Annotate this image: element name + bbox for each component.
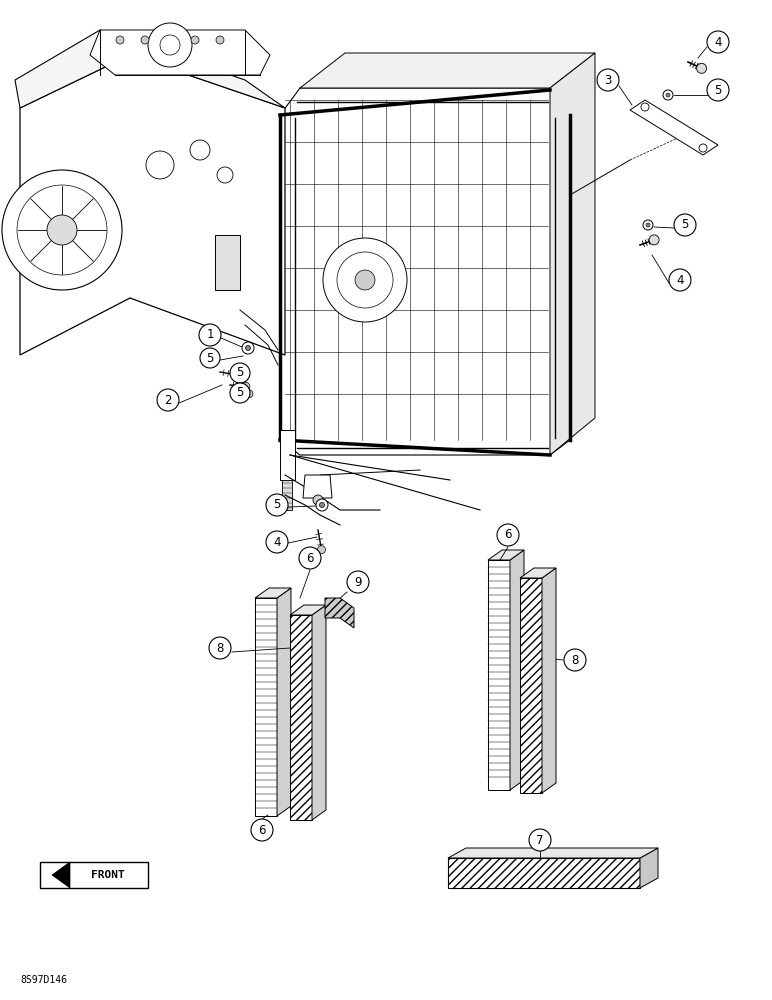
Polygon shape bbox=[282, 480, 292, 510]
Circle shape bbox=[157, 389, 179, 411]
Text: 5: 5 bbox=[682, 219, 689, 232]
Circle shape bbox=[47, 215, 77, 245]
Circle shape bbox=[266, 494, 288, 516]
Text: 4: 4 bbox=[273, 536, 281, 548]
Polygon shape bbox=[255, 588, 291, 598]
Text: 6: 6 bbox=[306, 552, 313, 564]
Polygon shape bbox=[280, 430, 295, 480]
Circle shape bbox=[347, 571, 369, 593]
Polygon shape bbox=[550, 53, 595, 455]
Polygon shape bbox=[255, 598, 277, 816]
Polygon shape bbox=[312, 605, 326, 820]
Circle shape bbox=[317, 546, 326, 554]
Polygon shape bbox=[277, 588, 291, 816]
Circle shape bbox=[666, 93, 670, 97]
Circle shape bbox=[217, 167, 233, 183]
Text: 9: 9 bbox=[354, 576, 362, 588]
Circle shape bbox=[316, 499, 328, 511]
Text: 2: 2 bbox=[164, 393, 171, 406]
Text: 5: 5 bbox=[236, 386, 244, 399]
Text: FRONT: FRONT bbox=[91, 870, 125, 880]
Polygon shape bbox=[640, 848, 658, 888]
Circle shape bbox=[200, 348, 220, 368]
Circle shape bbox=[234, 371, 242, 379]
Polygon shape bbox=[630, 100, 718, 155]
Circle shape bbox=[323, 238, 407, 322]
Circle shape bbox=[191, 36, 199, 44]
Circle shape bbox=[199, 324, 221, 346]
Circle shape bbox=[646, 223, 650, 227]
Polygon shape bbox=[520, 568, 556, 578]
Circle shape bbox=[245, 390, 253, 398]
Circle shape bbox=[141, 36, 149, 44]
Circle shape bbox=[643, 220, 653, 230]
Circle shape bbox=[641, 103, 649, 111]
Circle shape bbox=[669, 269, 691, 291]
Circle shape bbox=[216, 36, 224, 44]
Circle shape bbox=[564, 649, 586, 671]
Polygon shape bbox=[448, 858, 640, 888]
Text: 6: 6 bbox=[259, 824, 266, 836]
Polygon shape bbox=[215, 235, 240, 290]
Circle shape bbox=[313, 495, 323, 505]
Polygon shape bbox=[290, 605, 326, 615]
Polygon shape bbox=[520, 578, 542, 793]
Text: 6: 6 bbox=[504, 528, 512, 542]
Circle shape bbox=[649, 235, 659, 245]
Circle shape bbox=[148, 23, 192, 67]
Polygon shape bbox=[20, 55, 285, 355]
Circle shape bbox=[597, 69, 619, 91]
Circle shape bbox=[245, 346, 250, 351]
Circle shape bbox=[242, 342, 254, 354]
Circle shape bbox=[699, 144, 707, 152]
Text: 8S97D146: 8S97D146 bbox=[20, 975, 67, 985]
Polygon shape bbox=[303, 475, 332, 498]
Circle shape bbox=[230, 363, 250, 383]
Circle shape bbox=[696, 63, 706, 73]
Polygon shape bbox=[488, 550, 524, 560]
Circle shape bbox=[116, 36, 124, 44]
Circle shape bbox=[707, 79, 729, 101]
Text: 5: 5 bbox=[273, 498, 281, 512]
Polygon shape bbox=[40, 862, 148, 888]
Text: 5: 5 bbox=[236, 366, 244, 379]
Circle shape bbox=[674, 214, 696, 236]
Circle shape bbox=[190, 140, 210, 160]
Circle shape bbox=[230, 383, 250, 403]
Text: 4: 4 bbox=[676, 273, 684, 286]
Circle shape bbox=[251, 819, 273, 841]
Polygon shape bbox=[90, 30, 270, 75]
Polygon shape bbox=[510, 550, 524, 790]
Polygon shape bbox=[280, 88, 570, 455]
Polygon shape bbox=[325, 598, 354, 628]
Text: 4: 4 bbox=[714, 35, 722, 48]
Text: 8: 8 bbox=[571, 654, 579, 666]
Text: 8: 8 bbox=[216, 642, 224, 654]
Circle shape bbox=[266, 531, 288, 553]
Circle shape bbox=[320, 502, 324, 508]
Circle shape bbox=[355, 270, 375, 290]
Circle shape bbox=[497, 524, 519, 546]
Text: 5: 5 bbox=[714, 84, 722, 97]
Polygon shape bbox=[300, 53, 595, 88]
Circle shape bbox=[209, 637, 231, 659]
Circle shape bbox=[663, 90, 673, 100]
Circle shape bbox=[529, 829, 551, 851]
Text: 1: 1 bbox=[206, 328, 214, 342]
Polygon shape bbox=[488, 560, 510, 790]
Polygon shape bbox=[542, 568, 556, 793]
Circle shape bbox=[707, 31, 729, 53]
Polygon shape bbox=[448, 848, 658, 858]
Polygon shape bbox=[52, 862, 70, 888]
Circle shape bbox=[242, 382, 250, 390]
Text: 5: 5 bbox=[206, 352, 214, 364]
Circle shape bbox=[146, 151, 174, 179]
Polygon shape bbox=[15, 30, 285, 108]
Circle shape bbox=[2, 170, 122, 290]
Polygon shape bbox=[290, 615, 312, 820]
Text: 3: 3 bbox=[604, 74, 611, 87]
Text: 7: 7 bbox=[537, 834, 543, 846]
Circle shape bbox=[299, 547, 321, 569]
